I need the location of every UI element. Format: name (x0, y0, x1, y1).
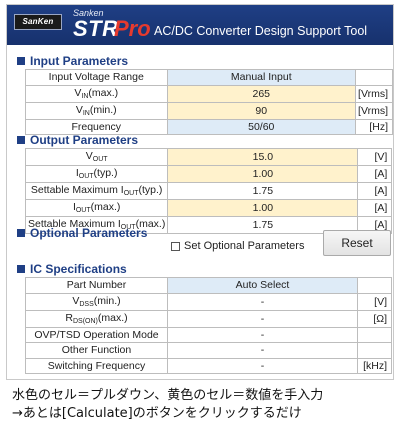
row-unit (355, 69, 393, 86)
row-unit: [A] (357, 165, 393, 183)
row-unit (357, 342, 392, 359)
table-row: VIN(min.) 90 [Vrms] (25, 101, 393, 120)
row-unit: [A] (357, 182, 393, 200)
table-row: Part Number Auto Select (25, 277, 392, 294)
row-unit: [Hz] (355, 118, 393, 135)
settable-max-iout-typ-value: 1.75 (167, 182, 359, 200)
ovp-tsd-mode-value: - (167, 326, 358, 343)
vout-input[interactable]: 15.0 (167, 148, 359, 166)
table-row: IOUT(max.) 1.00 [A] (24, 199, 393, 217)
vin-max-input[interactable]: 265 (166, 84, 357, 103)
brand-pro: Pro (114, 16, 151, 41)
row-label: OVP/TSD Operation Mode (25, 326, 168, 343)
row-unit: [V] (357, 292, 392, 311)
app-window: SanKen Sanken STR Pro AC/DC Converter De… (6, 4, 394, 380)
row-label: Settable Maximum IOUT(typ.) (24, 182, 169, 200)
other-function-value: - (167, 342, 358, 359)
row-label: RDS(ON)(max.) (25, 309, 168, 328)
section-ic-specifications: IC Specifications (17, 262, 127, 276)
checkbox-label: Set Optional Parameters (184, 240, 305, 252)
row-label: Input Voltage Range (25, 69, 168, 86)
row-label: Settable Maximum IOUT(max.) (24, 216, 169, 234)
table-row: Input Voltage Range Manual Input (25, 69, 393, 86)
section-marker-icon (17, 136, 25, 144)
row-label: VIN(min.) (25, 101, 168, 120)
row-label: Switching Frequency (25, 357, 168, 374)
caption-line-2: →あとは[Calculate]のボタンをクリックするだけ (12, 406, 302, 421)
brand-str: STR (73, 16, 119, 41)
caption-line-1: 水色のセル＝プルダウン、黄色のセル＝数値を手入力 (12, 388, 324, 403)
checkbox-icon[interactable] (171, 241, 180, 251)
row-label: IOUT(max.) (24, 199, 169, 217)
reset-button[interactable]: Reset (323, 230, 391, 256)
app-title: AC/DC Converter Design Support Tool (154, 24, 368, 38)
table-row: VIN(max.) 265 [Vrms] (25, 84, 393, 103)
section-optional-parameters: Optional Parameters (17, 226, 147, 240)
row-unit: [A] (357, 199, 393, 217)
row-unit: [V] (357, 148, 393, 166)
switching-frequency-value: - (167, 357, 358, 374)
table-row: Other Function - (25, 342, 392, 359)
row-unit: [Vrms] (355, 101, 393, 120)
table-row: Switching Frequency - [kHz] (25, 357, 392, 374)
row-unit: [Vrms] (355, 84, 393, 103)
vdss-min-value: - (167, 292, 358, 311)
table-row: RDS(ON)(max.) - [Ω] (25, 309, 392, 328)
row-unit (357, 277, 392, 294)
set-optional-parameters-checkbox[interactable]: Set Optional Parameters (171, 240, 304, 252)
section-marker-icon (17, 265, 25, 273)
section-title: Input Parameters (30, 54, 129, 68)
row-unit (357, 326, 392, 343)
iout-max-input[interactable]: 1.00 (167, 199, 359, 217)
row-label: VIN(max.) (25, 84, 168, 103)
section-marker-icon (17, 57, 25, 65)
table-row: OVP/TSD Operation Mode - (25, 326, 392, 343)
row-label: IOUT(typ.) (24, 165, 169, 183)
row-unit: [kHz] (357, 357, 392, 374)
input-parameters-table: Input Voltage Range Manual Input VIN(max… (25, 69, 393, 135)
input-voltage-range-select[interactable]: Manual Input (166, 69, 357, 86)
section-title: IC Specifications (30, 262, 127, 276)
rdson-max-value: - (167, 309, 358, 328)
section-input-parameters: Input Parameters (17, 54, 128, 68)
brand-sanken: Sanken (73, 8, 104, 18)
ic-specifications-table: Part Number Auto Select VDSS(min.) - [V]… (25, 277, 392, 374)
section-title: Optional Parameters (30, 226, 148, 240)
row-label: Frequency (25, 118, 168, 135)
frequency-select[interactable]: 50/60 (166, 118, 357, 135)
row-label: VDSS(min.) (25, 292, 168, 311)
settable-max-iout-max-value: 1.75 (167, 216, 359, 234)
section-output-parameters: Output Parameters (17, 133, 138, 147)
output-parameters-table: VOUT 15.0 [V] IOUT(typ.) 1.00 [A] Settab… (24, 148, 393, 234)
table-row: VDSS(min.) - [V] (25, 292, 392, 311)
row-unit: [Ω] (357, 309, 392, 328)
table-row: Settable Maximum IOUT(max.) 1.75 [A] (24, 216, 393, 234)
part-number-select[interactable]: Auto Select (167, 277, 358, 294)
row-label: Other Function (25, 342, 168, 359)
sanken-logo: SanKen (14, 14, 62, 30)
row-label: Part Number (25, 277, 168, 294)
table-row: IOUT(typ.) 1.00 [A] (24, 165, 393, 183)
table-row: VOUT 15.0 [V] (24, 148, 393, 166)
vin-min-input[interactable]: 90 (166, 101, 357, 120)
iout-typ-input[interactable]: 1.00 (167, 165, 359, 183)
section-title: Output Parameters (30, 133, 139, 147)
section-marker-icon (17, 229, 25, 237)
title-bar: SanKen Sanken STR Pro AC/DC Converter De… (7, 5, 393, 45)
row-label: VOUT (24, 148, 169, 166)
table-row: Settable Maximum IOUT(typ.) 1.75 [A] (24, 182, 393, 200)
table-row: Frequency 50/60 [Hz] (25, 118, 393, 135)
